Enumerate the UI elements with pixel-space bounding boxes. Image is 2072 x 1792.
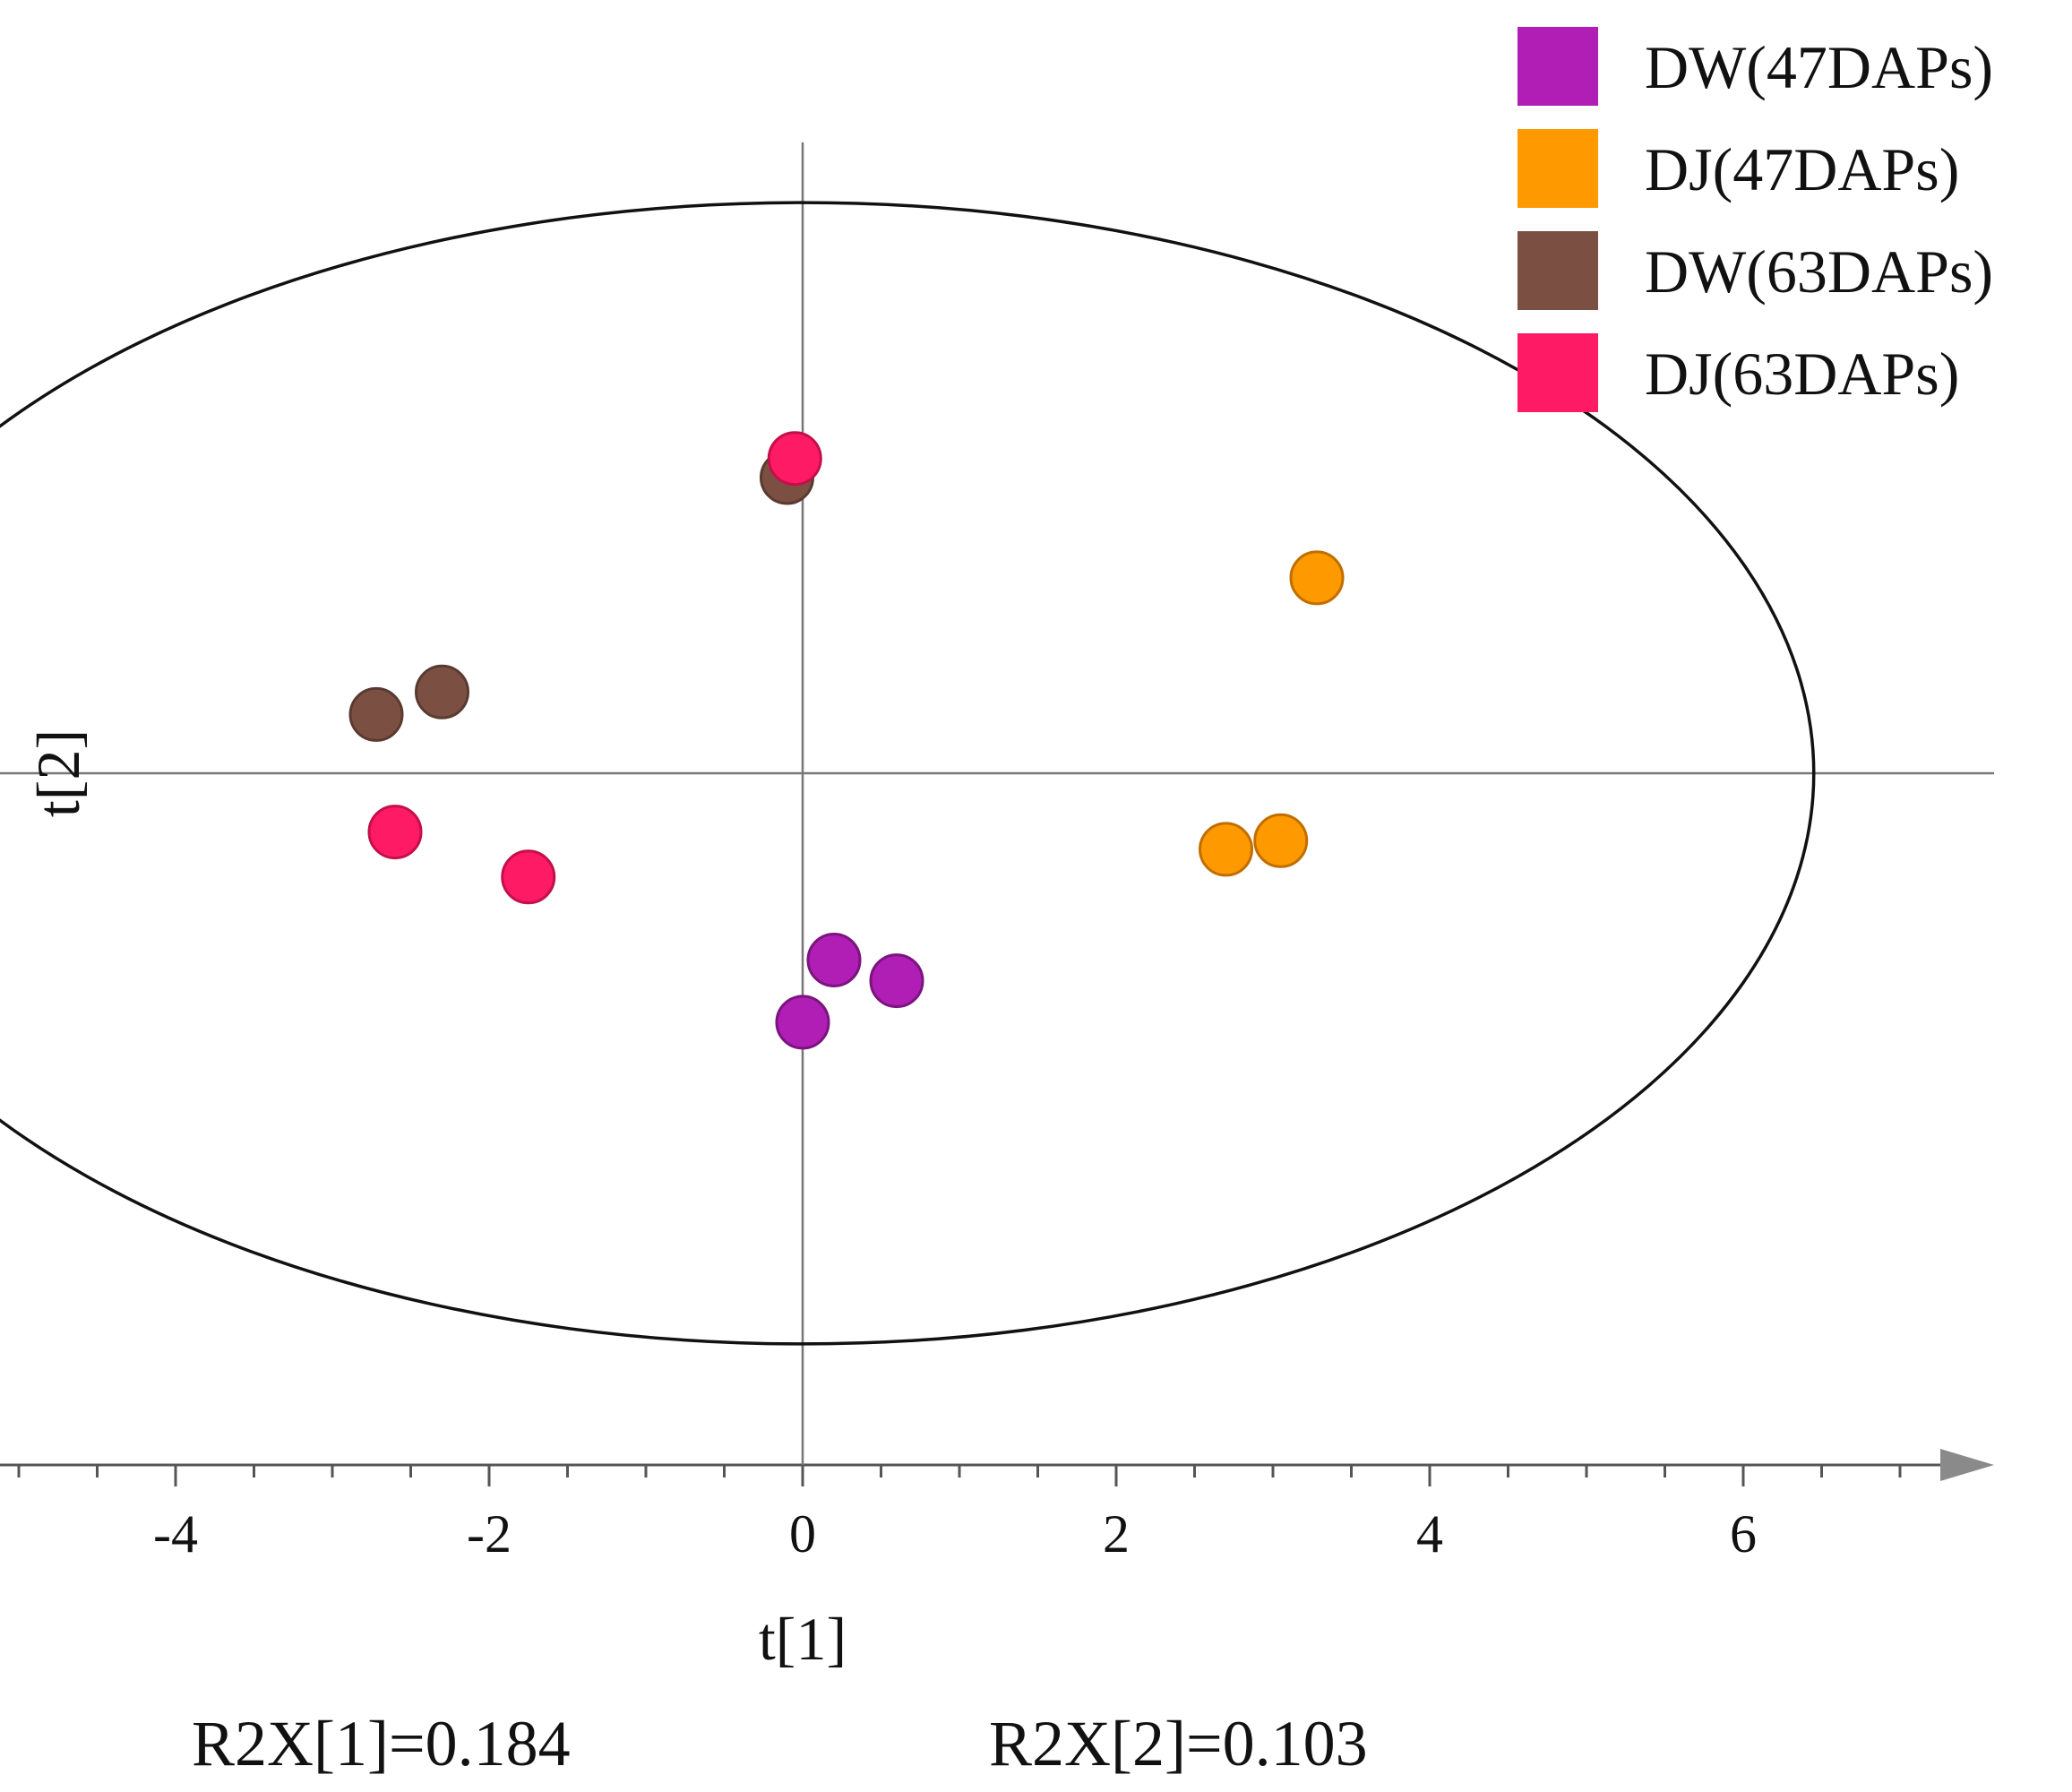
x-tick-label: 0 [789,1504,816,1564]
x-axis-title: t[1] [759,1605,847,1673]
legend: DW(47DAPs) DJ(47DAPs) DW(63DAPs) DJ(63DAPs) [1517,27,1993,412]
point-dj-63daps [367,805,423,860]
point-dw-63daps [415,664,469,719]
point-dw-47daps [869,953,924,1009]
point-dj-63daps [767,431,822,487]
legend-label: DJ(63DAPs) [1645,340,1959,408]
x-tick-label: 2 [1103,1504,1130,1564]
legend-label: DW(47DAPs) [1645,33,1993,101]
legend-swatch [1517,333,1598,412]
y-axis-title: t[2] [24,729,92,817]
ticks [17,1465,1902,1486]
x-tick-label: -2 [467,1504,512,1564]
legend-swatch [1517,27,1598,106]
legend-swatch [1517,231,1598,310]
legend-label: DW(63DAPs) [1645,237,1993,306]
legend-swatch [1517,129,1598,208]
r2x-2-annotation: R2X[2]=0.103 [989,1708,1368,1779]
point-dj-63daps [501,849,556,905]
point-dw-63daps [348,686,404,742]
r2x-1-annotation: R2X[1]=0.184 [192,1708,571,1779]
point-dw-47daps [806,932,862,987]
x-tick-label: -4 [153,1504,198,1564]
point-dw-47daps [775,995,830,1050]
data-points [348,431,1345,1050]
point-dj-47daps [1289,550,1345,606]
point-dj-47daps [1253,813,1309,868]
hotelling-ellipse [0,201,1816,1346]
x-axis-arrow [1940,1449,1994,1481]
x-tick-label: 6 [1730,1504,1757,1564]
legend-label: DJ(47DAPs) [1645,135,1959,203]
point-dj-47daps [1199,822,1253,877]
x-tick-label: 4 [1416,1504,1443,1564]
